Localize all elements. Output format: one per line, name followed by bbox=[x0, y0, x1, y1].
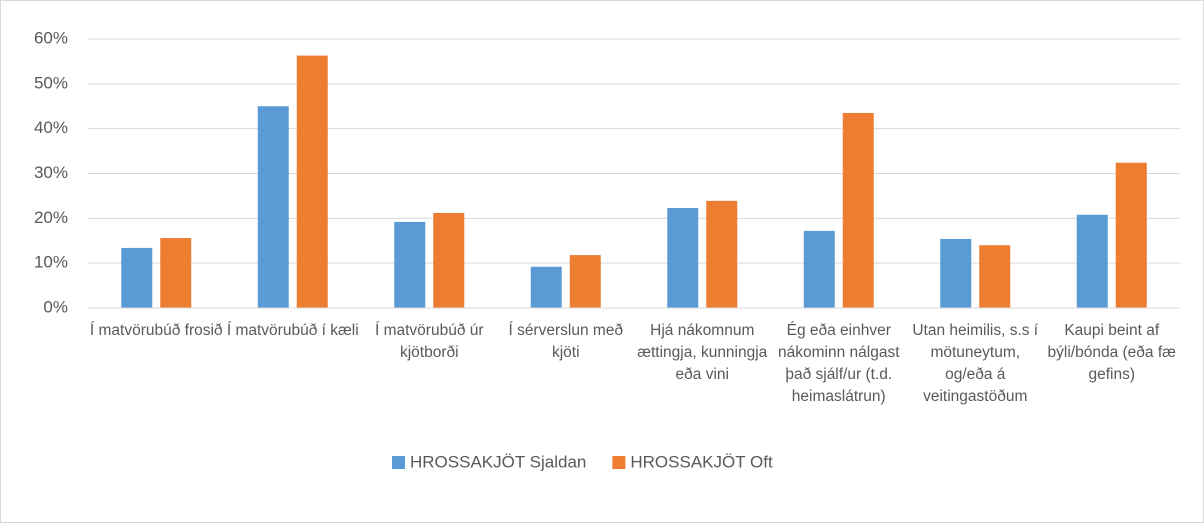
x-tick-label: Í matvörubúð frosið bbox=[89, 322, 223, 339]
bar bbox=[121, 247, 153, 308]
bar bbox=[530, 266, 562, 308]
x-tick-label: Í sérverslun með kjöti bbox=[508, 322, 624, 361]
y-tick-label: 40% bbox=[34, 118, 68, 137]
bar bbox=[160, 238, 192, 308]
bar bbox=[979, 245, 1011, 308]
bar bbox=[433, 212, 465, 308]
y-tick-label: 20% bbox=[34, 208, 68, 227]
legend-swatch bbox=[392, 456, 405, 469]
y-tick-label: 60% bbox=[34, 28, 68, 47]
x-tick-label: Í matvörubúð úr kjötborði bbox=[374, 322, 484, 361]
y-tick-label: 10% bbox=[34, 253, 68, 272]
legend-label: HROSSAKJÖT Oft bbox=[630, 452, 773, 471]
bar bbox=[394, 221, 426, 308]
bar bbox=[1115, 162, 1147, 308]
bar bbox=[842, 112, 874, 308]
y-tick-label: 30% bbox=[34, 163, 68, 182]
legend-swatch bbox=[612, 456, 626, 469]
x-tick-label: Utan heimilis, s.s í mötuneytum, og/eða … bbox=[912, 322, 1039, 405]
y-tick-label: 0% bbox=[43, 297, 68, 316]
bar bbox=[667, 208, 699, 308]
bar bbox=[1076, 214, 1108, 308]
x-tick-label: Ég eða einhver nákominn nálgast það sjál… bbox=[778, 322, 900, 405]
x-tick-label: Hjá nákomnum ættingja, kunningja eða vin… bbox=[637, 322, 768, 383]
y-tick-label: 50% bbox=[34, 73, 68, 92]
bar bbox=[940, 238, 972, 308]
bar bbox=[706, 200, 738, 308]
bar bbox=[296, 55, 328, 308]
legend-label: HROSSAKJÖT Sjaldan bbox=[410, 452, 586, 471]
bar bbox=[257, 106, 289, 308]
x-tick-label: Í matvörubúð í kæli bbox=[226, 322, 359, 339]
bar bbox=[569, 255, 601, 308]
bar bbox=[803, 230, 835, 308]
x-tick-label: Kaupi beint af býli/bónda (eða fæ gefins… bbox=[1047, 322, 1176, 383]
